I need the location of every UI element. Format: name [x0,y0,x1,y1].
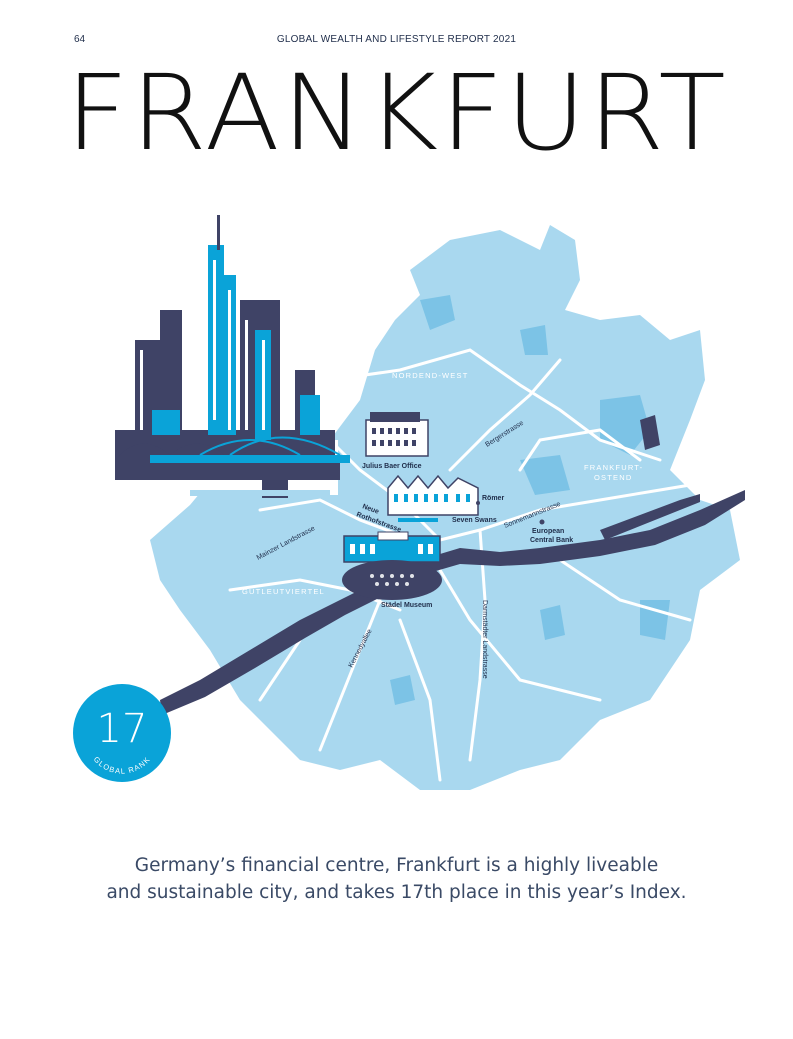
romer-building [387,474,479,522]
page-number: 64 [74,34,86,45]
label-romer: Römer [482,495,504,502]
label-ecb-2: Central Bank [530,537,573,544]
skyline-illustration [115,215,350,498]
label-seven-swans: Seven Swans [452,517,497,524]
district-nordend-west: NORDEND-WEST [392,371,468,380]
city-map: NORDEND-WEST FRANKFURT- OSTEND GUTLEUTVI… [115,215,745,790]
description-line-1: Germany’s financial centre, Frankfurt is… [134,855,659,876]
roads [228,348,722,782]
district-frankfurt-ostend-2: OSTEND [594,473,632,482]
park-areas [390,295,670,705]
svg-text:GLOBAL RANK: GLOBAL RANK [92,755,152,776]
river-main [160,490,745,715]
city-description: Germany’s financial centre, Frankfurt is… [0,852,793,906]
ecb-marker [539,519,545,525]
global-rank-badge: 17 GLOBAL RANK [73,684,171,782]
julius-baer-building [365,412,429,457]
district-gutleutviertel: GUTLEUTVIERTEL [242,587,325,596]
street-darmstadter-landstrasse: Darmstädter Landstrasse [481,600,488,679]
river-branch [600,494,700,540]
city-title: FRANKFURT [65,52,728,174]
seven-swans-marker [476,501,480,505]
rank-number: 17 [96,706,148,752]
label-stadel-museum: Städel Museum [381,602,432,609]
district-frankfurt-ostend-1: FRANKFURT- [584,463,643,472]
label-julius-baer-office: Julius Baer Office [362,463,422,470]
description-line-2: and sustainable city, and takes 17th pla… [106,882,687,903]
label-ecb-1: European [532,528,564,535]
rank-caption-arc: GLOBAL RANK [92,755,152,776]
report-title: GLOBAL WEALTH AND LIFESTYLE REPORT 2021 [276,34,517,45]
rank-caption: GLOBAL RANK [92,755,151,776]
stadel-museum-building [342,531,442,600]
